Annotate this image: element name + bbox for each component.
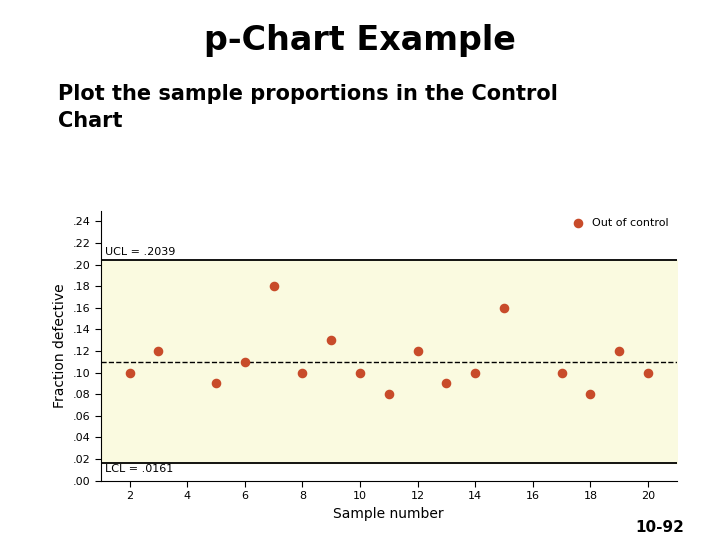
Point xyxy=(585,390,596,399)
Point xyxy=(441,379,452,388)
Point xyxy=(210,379,222,388)
Point xyxy=(239,357,251,366)
Legend: Out of control: Out of control xyxy=(564,216,671,231)
Y-axis label: Fraction defective: Fraction defective xyxy=(53,284,67,408)
Point xyxy=(354,368,366,377)
Point xyxy=(469,368,481,377)
Text: Plot the sample proportions in the Control: Plot the sample proportions in the Contr… xyxy=(58,84,557,104)
Point xyxy=(412,347,423,355)
Point xyxy=(297,368,308,377)
Point xyxy=(383,390,395,399)
Point xyxy=(325,336,337,345)
Point xyxy=(642,368,654,377)
Text: LCL = .0161: LCL = .0161 xyxy=(105,464,174,474)
Point xyxy=(613,347,625,355)
Point xyxy=(153,347,164,355)
X-axis label: Sample number: Sample number xyxy=(333,507,444,521)
Text: Chart: Chart xyxy=(58,111,122,131)
Point xyxy=(268,282,279,291)
Point xyxy=(124,368,135,377)
Text: UCL = .2039: UCL = .2039 xyxy=(105,247,176,257)
Point xyxy=(498,303,510,312)
Point xyxy=(556,368,567,377)
Text: p-Chart Example: p-Chart Example xyxy=(204,24,516,57)
Text: 10-92: 10-92 xyxy=(635,519,684,535)
